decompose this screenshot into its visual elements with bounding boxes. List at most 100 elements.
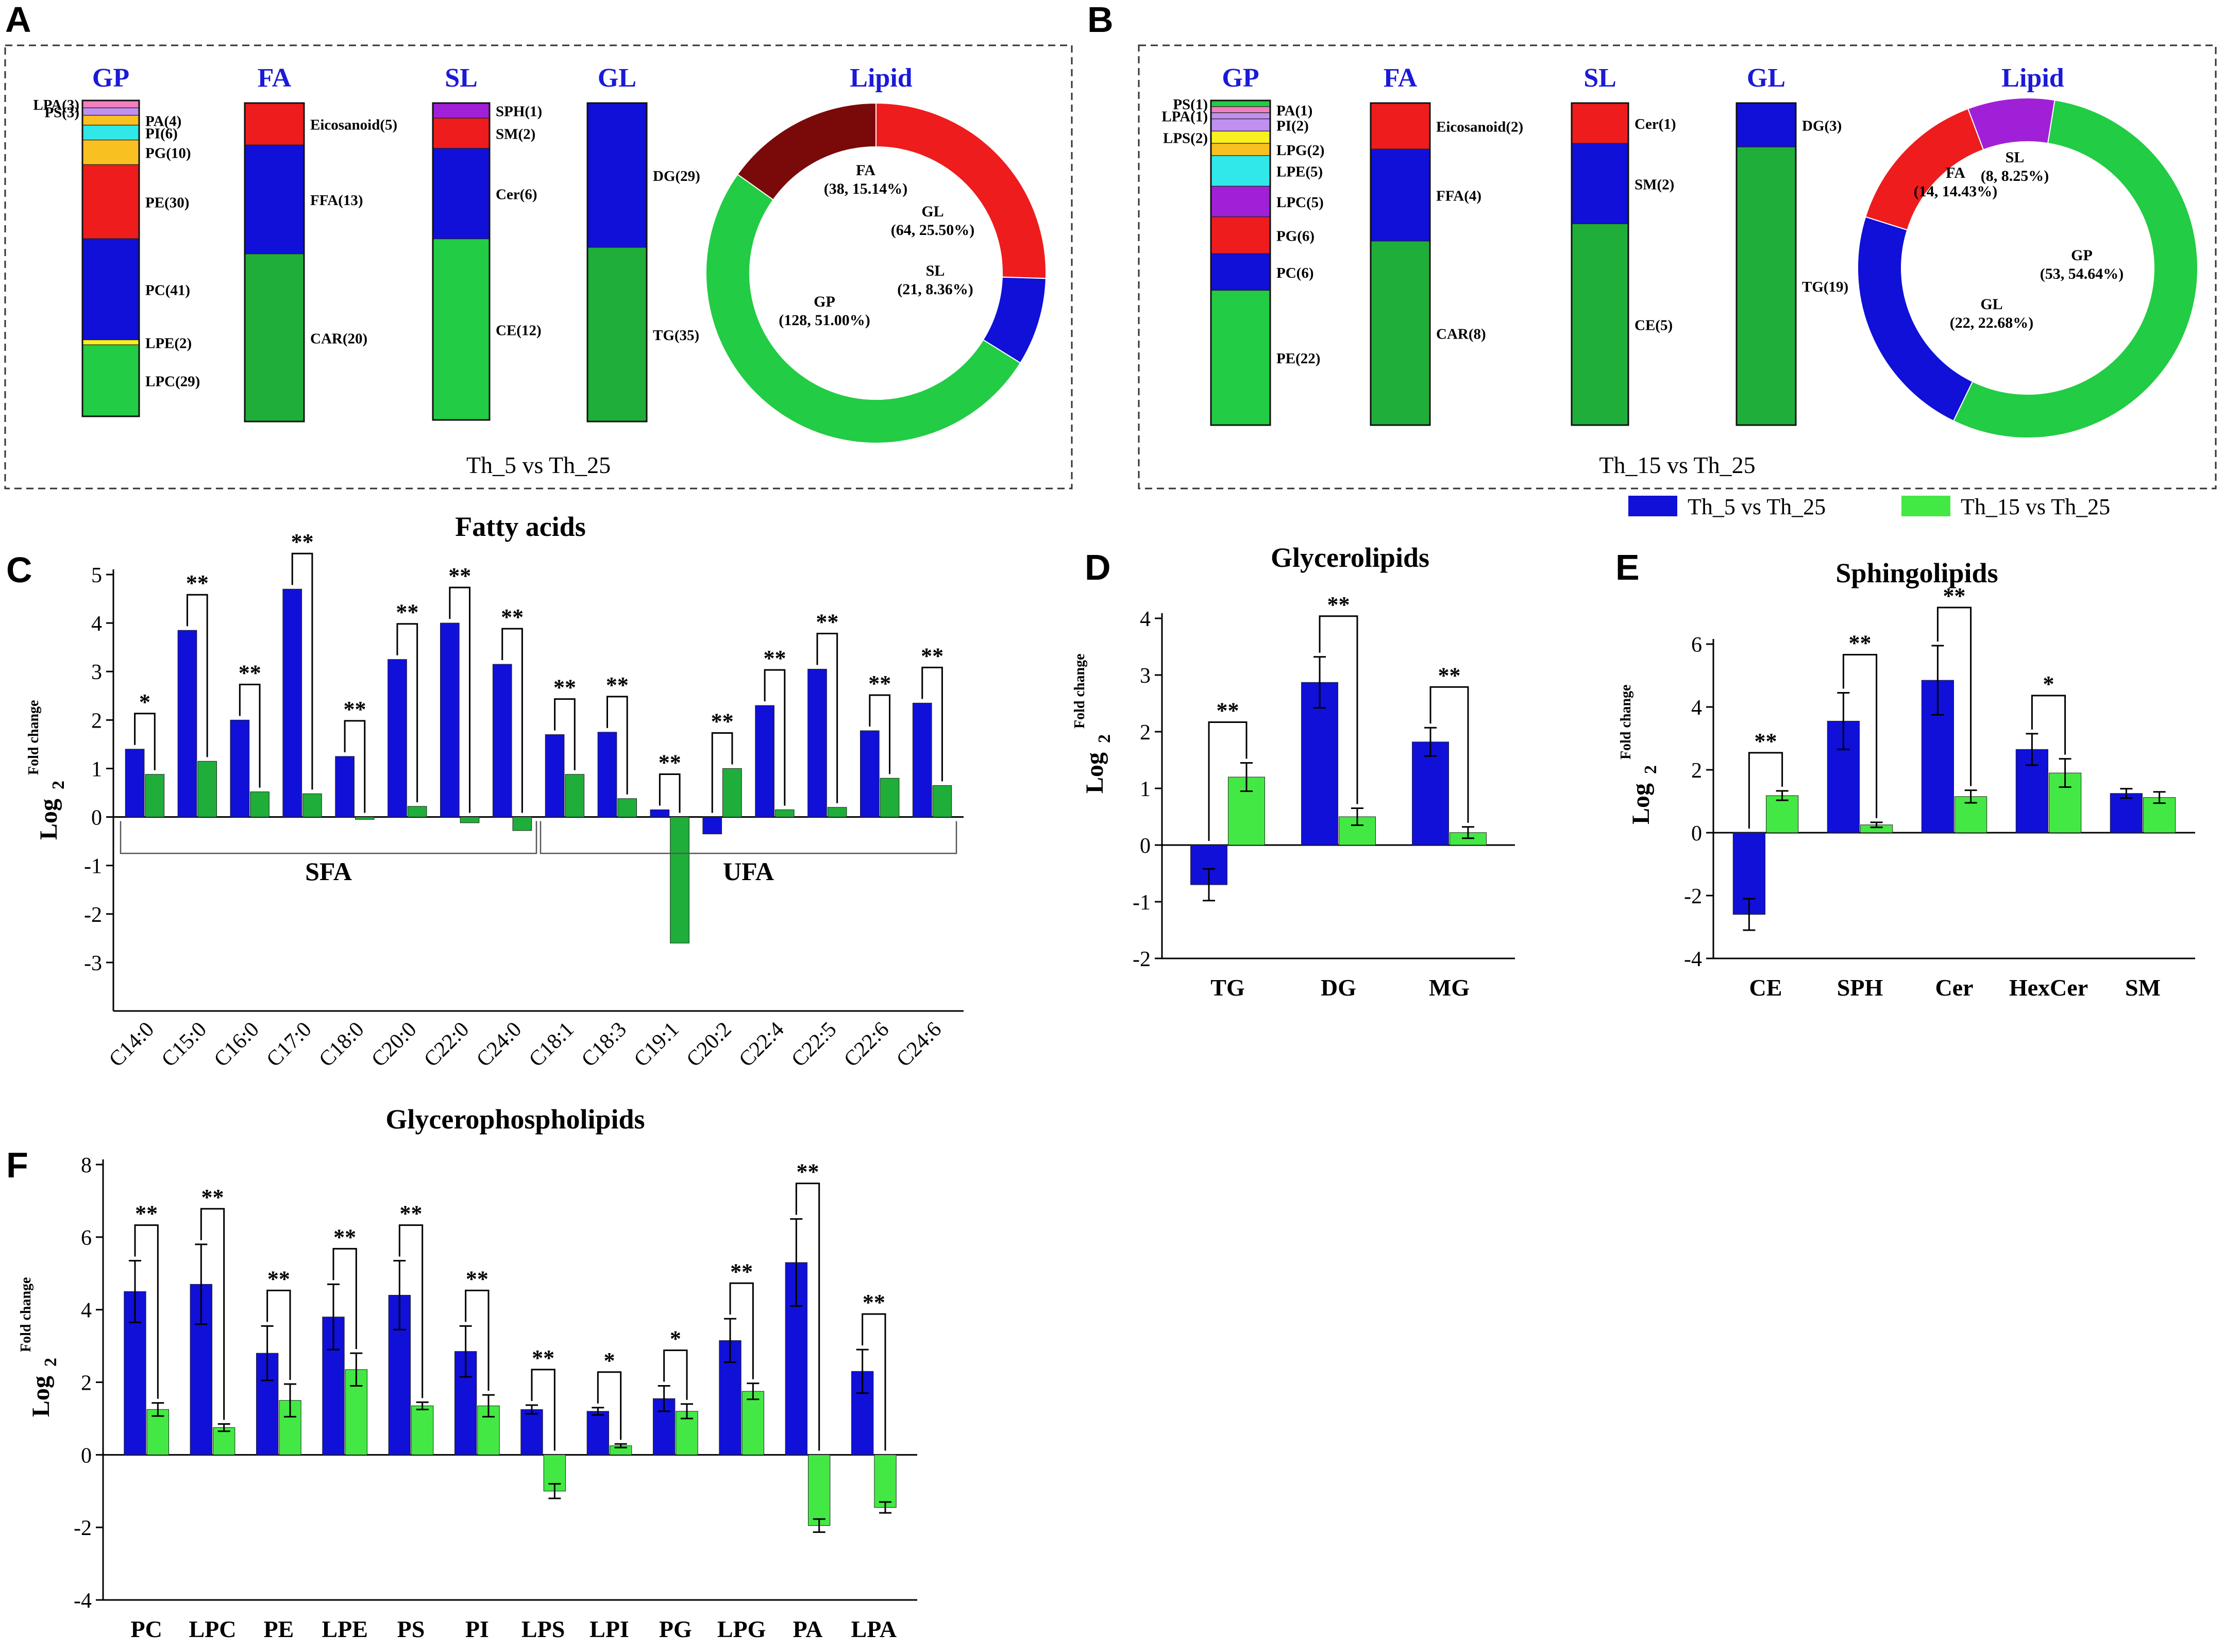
legend-swatch-series2 xyxy=(1901,496,1950,516)
stack-segment-fa-eicosanoid-5 xyxy=(244,103,305,145)
stack-label-lpe-5: LPE(5) xyxy=(1276,164,1323,180)
panel-b: B Th_15 vs Th_25 GP PS(1) PA(1) LPA(1) PI(2) LP… xyxy=(1087,0,2217,490)
chart-title: Fatty acids xyxy=(455,511,585,542)
y-axis-label-sub: 2 xyxy=(1641,765,1660,774)
bar-th-15-vs-th-25-c18-3 xyxy=(617,798,637,818)
significance-bracket-c18-0 xyxy=(344,720,366,813)
bar-th-5-vs-th-25-c18-0 xyxy=(335,756,355,818)
stack-segment-sl-cer-1 xyxy=(1571,103,1629,144)
stack-segment-gp-pe-22 xyxy=(1210,290,1271,426)
x-tick-label-c17-0: C17:0 xyxy=(262,1018,316,1072)
stack-segment-gl-tg-35 xyxy=(587,247,647,422)
significance-mark-pe: ** xyxy=(267,1266,290,1291)
significance-bracket-lpe xyxy=(332,1248,357,1350)
legend: Th_5 vs Th_25 Th_15 vs Th_25 xyxy=(1628,494,2110,519)
bar-th-15-vs-th-25-c16-0 xyxy=(250,791,269,818)
significance-bracket-c24-6 xyxy=(921,666,943,782)
stack-outline-gp xyxy=(81,99,140,417)
x-tick-label-c20-2: C20:2 xyxy=(682,1018,736,1072)
significance-bracket-lpc xyxy=(200,1208,225,1420)
stack-segment-gp-lpe-2 xyxy=(82,339,140,345)
stack-segment-gp-pi-6 xyxy=(82,125,140,141)
y-tick-label: 4 xyxy=(1140,608,1151,631)
stack-label-sm-2: SM(2) xyxy=(496,126,535,143)
stack-segment-gp-lps-2 xyxy=(1210,130,1271,144)
stack-label-pg-6: PG(6) xyxy=(1276,228,1315,245)
y-tick-label: -2 xyxy=(1133,948,1151,971)
significance-mark-c22-5: ** xyxy=(816,610,838,635)
x-tick-label-ps: PS xyxy=(397,1616,425,1642)
group-bracket-sfa xyxy=(120,821,537,854)
legend-label-series1: Th_5 vs Th_25 xyxy=(1688,494,1826,519)
significance-mark-c24-6: ** xyxy=(921,643,943,668)
stack-label-ffa-13: FFA(13) xyxy=(310,192,363,209)
significance-mark-c17-0: ** xyxy=(291,529,314,554)
significance-bracket-c18-3 xyxy=(606,696,628,795)
bar-th-5-vs-th-25-c24-0 xyxy=(492,664,512,818)
bar-th-15-vs-th-25-c14-0 xyxy=(145,774,165,818)
bar-th-5-vs-th-25-sm xyxy=(2110,793,2143,833)
donut-label-name-fa: FA xyxy=(856,162,875,179)
x-tick-label-pc: PC xyxy=(131,1616,162,1642)
stack-segment-gp-lpc-29 xyxy=(82,344,140,417)
y-tick-label: 5 xyxy=(91,564,102,587)
significance-bracket-lpi xyxy=(597,1371,622,1440)
donut-label-value-sl: (21, 8.36%) xyxy=(897,281,973,298)
significance-bracket-c14-0 xyxy=(134,713,156,770)
bar-th-15-vs-th-25-c22-5 xyxy=(827,807,847,818)
y-axis-label-sub: 2 xyxy=(49,781,68,789)
significance-bracket-c19-1 xyxy=(659,773,681,813)
significance-mark-ps: ** xyxy=(400,1201,423,1226)
significance-bracket-c18-1 xyxy=(554,698,576,770)
significance-bracket-pa xyxy=(795,1183,820,1451)
stack-label-lpa-3: LPA(3) xyxy=(33,97,79,113)
bar-th-5-vs-th-25-c20-2 xyxy=(702,817,722,834)
x-tick-label-mg: MG xyxy=(1429,974,1470,1001)
significance-bracket-hexcer xyxy=(2031,695,2066,755)
panel-caption: Th_15 vs Th_25 xyxy=(1599,452,1755,478)
stack-segment-fa-car-20 xyxy=(244,254,305,422)
stack-segment-fa-car-8 xyxy=(1370,241,1430,426)
stack-label-ce-5: CE(5) xyxy=(1635,317,1673,334)
x-tick-label-c20-0: C20:0 xyxy=(367,1018,421,1072)
y-axis-label: Log xyxy=(1627,783,1655,824)
x-tick-label-ce: CE xyxy=(1749,974,1782,1001)
panel-letter: E xyxy=(1615,547,1640,587)
stack-segment-fa-ffa-13 xyxy=(244,144,305,255)
significance-bracket-pc xyxy=(134,1224,159,1399)
bar-th-5-vs-th-25-c20-0 xyxy=(387,659,407,818)
stack-label-dg-29: DG(29) xyxy=(653,168,700,184)
x-tick-label-c14-0: C14:0 xyxy=(105,1018,159,1072)
significance-bracket-tg xyxy=(1208,721,1248,841)
x-tick-label-c16-0: C16:0 xyxy=(210,1018,264,1072)
bar-th-15-vs-th-25-ce xyxy=(1766,795,1799,833)
bar-th-5-vs-th-25-c24-6 xyxy=(912,702,932,818)
significance-bracket-lpa xyxy=(862,1313,886,1451)
stack-label-lpg-2: LPG(2) xyxy=(1276,142,1324,159)
bar-th-15-vs-th-25-lpg xyxy=(742,1391,765,1455)
stack-segment-gl-dg-3 xyxy=(1736,103,1796,147)
stack-segment-gp-lpg-2 xyxy=(1210,143,1271,156)
significance-mark-pc: ** xyxy=(135,1201,158,1226)
stack-title-sl: SL xyxy=(1583,63,1616,93)
bar-th-5-vs-th-25-c22-6 xyxy=(860,730,880,818)
significance-mark-lpg: ** xyxy=(730,1259,753,1284)
bar-th-15-vs-th-25-c24-6 xyxy=(932,785,952,818)
y-tick-label: 1 xyxy=(91,757,102,781)
x-tick-label-c15-0: C15:0 xyxy=(157,1018,211,1072)
stack-segment-gp-pc-6 xyxy=(1210,253,1271,291)
significance-bracket-pi xyxy=(465,1289,490,1391)
significance-mark-hexcer: * xyxy=(2043,671,2054,697)
significance-bracket-pe xyxy=(266,1289,291,1380)
panel-d: D Glycerolipids 4 3 2 1 0 -1 -2 Log 2 Fold change **… xyxy=(1072,542,1515,1001)
stack-label-lpc-29: LPC(29) xyxy=(145,374,200,390)
donut-label-name-gp: GP xyxy=(2071,247,2093,264)
y-tick-label: -4 xyxy=(74,1589,92,1613)
bar-th-15-vs-th-25-c24-0 xyxy=(512,817,532,831)
panel-f: F Glycerophospholipids 8 6 4 2 0 -2 -4 Log 2 Fold c… xyxy=(6,1104,917,1642)
stack-segment-gp-lpc-5 xyxy=(1210,186,1271,217)
stack-segment-gp-ps-3 xyxy=(82,107,140,116)
significance-mark-sph: ** xyxy=(1849,631,1872,656)
bar-th-5-vs-th-25-lpi xyxy=(586,1411,610,1455)
panel-letter: A xyxy=(5,0,31,40)
